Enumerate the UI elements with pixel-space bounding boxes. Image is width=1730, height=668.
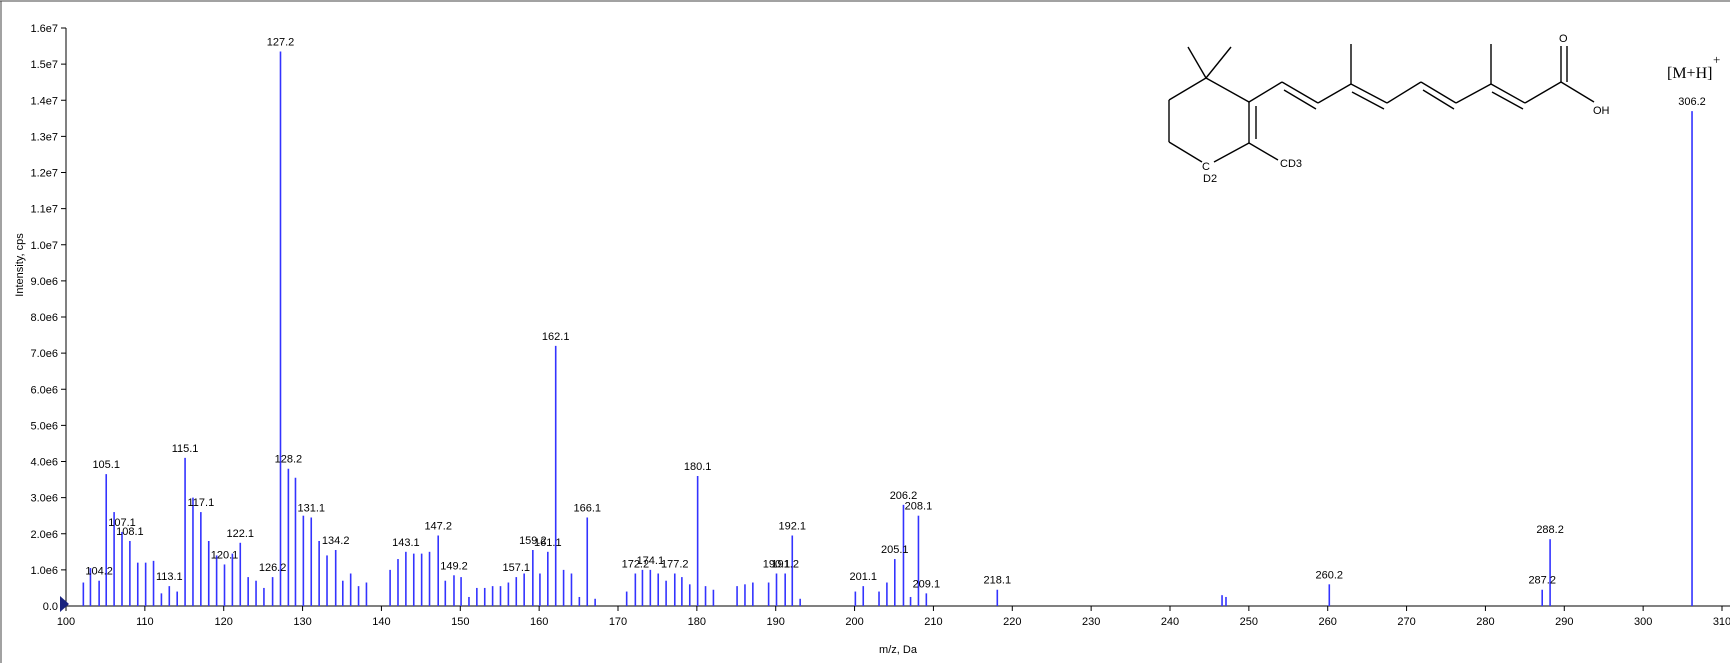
x-tick-label: 260: [1319, 616, 1337, 628]
x-axis-title: m/z, Da: [879, 644, 918, 656]
y-axis-ticks: 0.0 1.0e6 2.0e6 3.0e6 4.0e6 5.0e6 6.0e6 7.0e6 8.…: [30, 23, 66, 613]
peak-label: 287.2: [1528, 575, 1556, 587]
peak-label: 201.1: [849, 571, 877, 583]
peak-label: 157.1: [503, 562, 531, 574]
y-tick-label: 6.0e6: [30, 384, 58, 396]
peak-label: 218.1: [984, 575, 1012, 587]
x-tick-label: 160: [530, 616, 548, 628]
x-tick-label: 170: [609, 616, 627, 628]
x-tick-label: 190: [767, 616, 785, 628]
cd2-carbon-label: C: [1202, 161, 1210, 173]
peak-label: 209.1: [913, 578, 941, 590]
peak-label: 177.2: [661, 558, 689, 570]
x-tick-label: 200: [845, 616, 863, 628]
y-tick-label: 9.0e6: [30, 276, 58, 288]
peak-label: 149.2: [440, 560, 468, 572]
peak-label: 113.1: [156, 571, 183, 583]
peak-label: 117.1: [187, 497, 214, 509]
peak-label: 191.2: [771, 558, 799, 570]
y-tick-label: 1.5e7: [30, 59, 58, 71]
x-tick-label: 120: [215, 616, 233, 628]
molecular-ion-label: [M+H]: [1667, 65, 1712, 82]
peak-label: 147.2: [424, 521, 452, 533]
y-tick-label: 2.0e6: [30, 529, 58, 541]
peak-label: 306.2: [1678, 96, 1706, 108]
x-tick-label: 300: [1634, 616, 1652, 628]
y-tick-label: 1.6e7: [30, 23, 58, 35]
peak-label: 128.2: [275, 454, 303, 466]
peak-label: 161.1: [534, 537, 562, 549]
peak-label: 143.1: [392, 537, 420, 549]
y-tick-label: 4.0e6: [30, 457, 58, 469]
d2-label: D2: [1203, 173, 1217, 185]
x-tick-label: 240: [1161, 616, 1179, 628]
molecular-ion-charge: +: [1713, 52, 1720, 67]
peak-label: 172.2: [622, 558, 650, 570]
y-tick-label: 1.1e7: [30, 204, 58, 216]
y-tick-label: 1.4e7: [30, 95, 58, 107]
peak-label: 127.2: [267, 36, 295, 48]
peak-label: 174.1: [637, 555, 665, 567]
peak-label: 166.1: [573, 502, 601, 514]
peak-label: 126.2: [259, 562, 287, 574]
peak-label: 206.2: [890, 490, 918, 502]
y-tick-label: 1.2e7: [30, 168, 58, 180]
y-tick-label: 5.0e6: [30, 420, 58, 432]
y-tick-label: 1.3e7: [30, 131, 58, 143]
peak-label: 208.1: [905, 501, 933, 513]
peak-label: 162.1: [542, 331, 570, 343]
peak-label: 159.2: [519, 535, 547, 547]
x-tick-label: 140: [372, 616, 390, 628]
x-tick-label: 230: [1082, 616, 1100, 628]
baseline-marker-icon[interactable]: [60, 596, 69, 612]
peak-label: 192.1: [779, 521, 807, 533]
peak-label: 107.1: [108, 517, 136, 529]
x-tick-label: 150: [451, 616, 469, 628]
deuterated-retinoic-acid-structure: [1168, 44, 1595, 163]
peak-label: 131.1: [297, 502, 325, 514]
peak-label: 288.2: [1536, 524, 1564, 536]
peak-label: 205.1: [881, 544, 909, 556]
peak-label: 115.1: [172, 443, 199, 455]
peak-label: 122.1: [227, 528, 255, 540]
cd3-label: CD3: [1280, 158, 1302, 170]
y-tick-label: 8.0e6: [30, 312, 58, 324]
y-tick-label: 3.0e6: [30, 493, 58, 505]
x-tick-label: 110: [136, 616, 154, 628]
hydroxyl-label: OH: [1593, 105, 1610, 117]
peak-label: 120.1: [211, 549, 239, 561]
x-axis-ticks: 100 110 120 130 140 150 160 170 180 190 200 210 220 2…: [57, 606, 1730, 628]
x-tick-label: 290: [1555, 616, 1573, 628]
x-tick-label: 130: [293, 616, 311, 628]
x-tick-label: 210: [924, 616, 942, 628]
x-tick-label: 100: [57, 616, 75, 628]
peak-label: 190.1: [763, 558, 791, 570]
y-tick-label: 0.0: [43, 601, 58, 613]
x-tick-label: 280: [1476, 616, 1494, 628]
x-tick-label: 220: [1003, 616, 1021, 628]
x-tick-label: 310: [1713, 616, 1730, 628]
peak-label: 180.1: [684, 461, 712, 473]
peak-label: 134.2: [322, 535, 350, 547]
carbonyl-oxygen-label: O: [1559, 33, 1568, 45]
peak-label: 105.1: [92, 459, 120, 471]
peak-label: 260.2: [1316, 569, 1344, 581]
y-axis-title: Intensity, cps: [14, 233, 26, 297]
x-tick-label: 270: [1397, 616, 1415, 628]
y-tick-label: 7.0e6: [30, 348, 58, 360]
y-tick-label: 1.0e7: [30, 240, 58, 252]
x-tick-label: 250: [1240, 616, 1258, 628]
peak-label: 104.2: [85, 566, 113, 578]
peak-label: 108.1: [116, 526, 144, 538]
x-tick-label: 180: [688, 616, 706, 628]
peak-bars: [82, 51, 1693, 606]
y-tick-label: 1.0e6: [30, 565, 58, 577]
